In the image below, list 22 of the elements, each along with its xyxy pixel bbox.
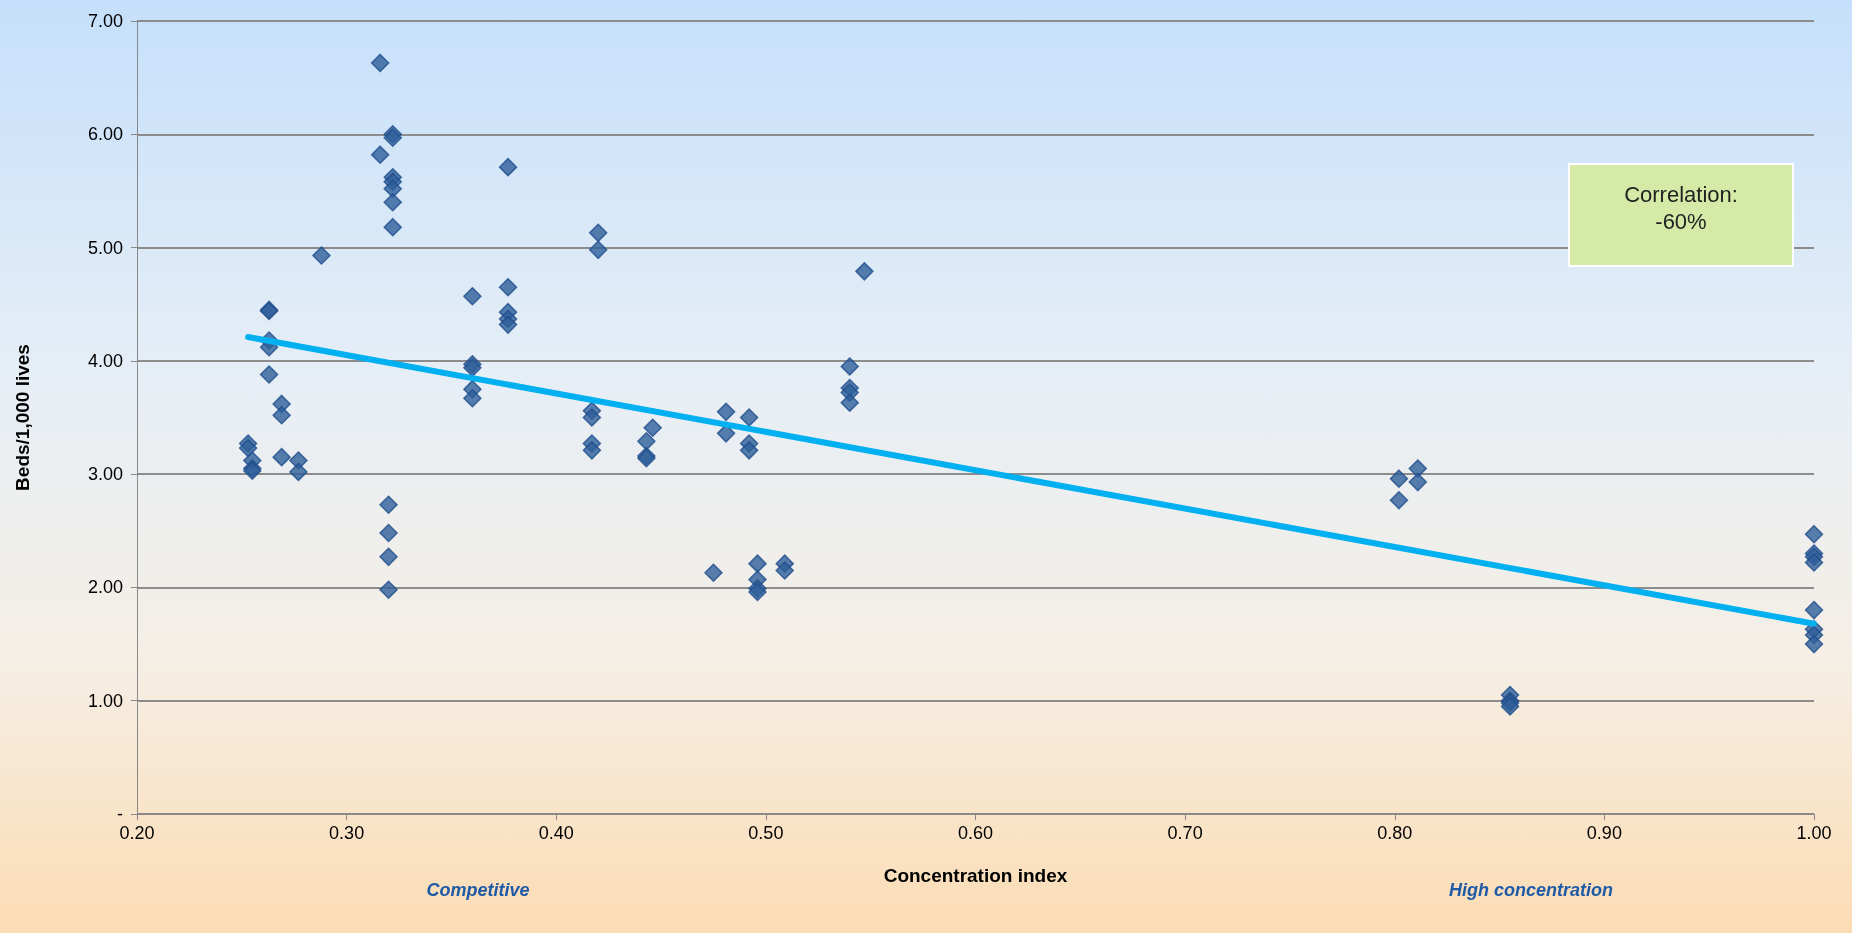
x-tick-label: 0.30 — [329, 823, 365, 843]
x-tick-label: 1.00 — [1796, 823, 1832, 843]
x-tick-label: 0.70 — [1167, 823, 1203, 843]
text: High concentration — [1448, 880, 1614, 901]
x-tick-label: 0.80 — [1377, 823, 1413, 843]
y-axis-title: Beds/1,000 lives — [12, 344, 33, 491]
x-tick-label: 0.20 — [119, 823, 155, 843]
y-tick-label: 1.00 — [87, 690, 123, 711]
y-tick-label: 6.00 — [87, 124, 123, 145]
x-tick-label: 0.90 — [1586, 823, 1622, 843]
text: Competitive — [426, 880, 530, 901]
x-tick-label: 0.40 — [538, 823, 574, 843]
y-tick-label: 5.00 — [87, 237, 123, 258]
y-tick-label: 3.00 — [87, 464, 123, 485]
x-axis-title: Concentration index — [883, 865, 1068, 886]
x-tick-label: 0.60 — [957, 823, 994, 843]
note-box: Correlation: -60% — [1568, 163, 1794, 267]
x-tick-label: 0.50 — [748, 823, 784, 843]
y-tick-label: 7.00 — [87, 11, 123, 31]
y-tick-label: - — [117, 804, 123, 824]
y-tick-label: 4.00 — [87, 350, 123, 371]
y-tick-label: 2.00 — [87, 577, 123, 598]
